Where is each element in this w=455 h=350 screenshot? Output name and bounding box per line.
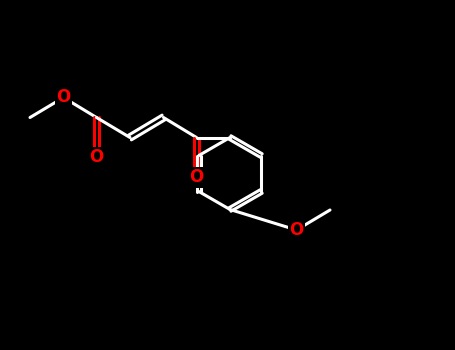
Text: O: O: [189, 168, 204, 187]
Text: O: O: [289, 221, 303, 239]
Text: O: O: [89, 148, 104, 167]
Text: O: O: [56, 89, 71, 106]
